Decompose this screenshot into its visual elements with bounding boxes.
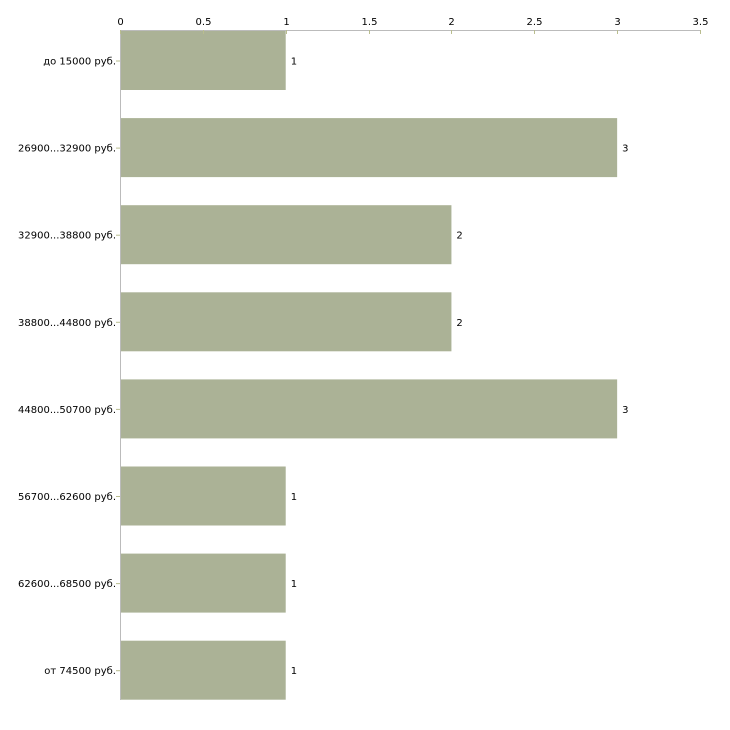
y-tick-label: 62600...68500 руб. xyxy=(18,579,116,590)
x-tick-label: 1 xyxy=(283,17,289,28)
y-tick-label: 56700...62600 руб. xyxy=(18,492,116,503)
y-tick-label: 38800...44800 руб. xyxy=(18,318,116,329)
x-tick-label: 0 xyxy=(117,17,123,28)
y-tick-label: до 15000 руб. xyxy=(43,57,116,68)
y-tick-label: 44800...50700 руб. xyxy=(18,405,116,416)
data-label: 1 xyxy=(291,579,297,590)
data-label: 1 xyxy=(291,57,297,68)
data-label: 3 xyxy=(622,144,628,155)
data-label: 2 xyxy=(456,231,462,242)
x-tick-label: 3 xyxy=(614,17,620,28)
x-tick-label: 2.5 xyxy=(527,17,543,28)
bar xyxy=(120,205,452,265)
data-label: 2 xyxy=(456,318,462,329)
bar xyxy=(120,118,618,178)
bar xyxy=(120,466,286,526)
data-label: 1 xyxy=(291,666,297,677)
y-tick-label: 26900...32900 руб. xyxy=(18,144,116,155)
y-tick-label: 32900...38800 руб. xyxy=(18,231,116,242)
bar xyxy=(120,379,618,439)
x-tick-label: 3.5 xyxy=(693,17,709,28)
x-tick-label: 1.5 xyxy=(362,17,378,28)
data-label: 1 xyxy=(291,492,297,503)
bar xyxy=(120,640,286,700)
x-tick-label: 2 xyxy=(448,17,454,28)
bar xyxy=(120,31,286,90)
y-tick-label: от 74500 руб. xyxy=(44,666,116,677)
data-label: 3 xyxy=(622,405,628,416)
bar xyxy=(120,292,452,352)
bar xyxy=(120,553,286,613)
x-tick-label: 0.5 xyxy=(196,17,212,28)
